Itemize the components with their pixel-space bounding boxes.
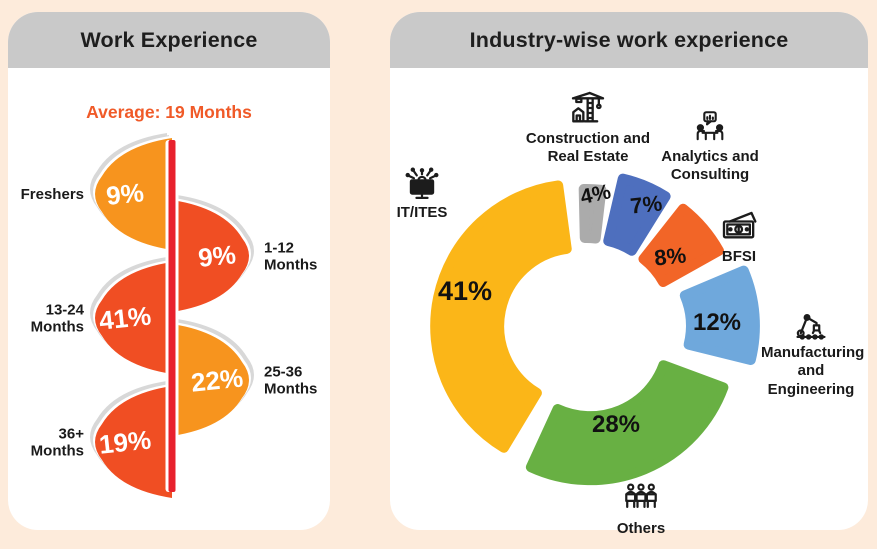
legend-construction-real-estate: Construction and Real Estate <box>513 88 663 167</box>
slice-construction-and-real-estate <box>578 184 607 244</box>
computer-icon <box>385 164 459 202</box>
slice-it-ites <box>430 180 572 453</box>
petal-13-24-months <box>95 262 172 374</box>
industry-title: Industry-wise work experience <box>469 27 789 52</box>
legend-label: Construction and Real Estate <box>525 130 651 166</box>
value-label-1-12-months: 9% <box>197 239 238 273</box>
legend-label: BFSI <box>721 248 757 265</box>
category-label-36-months: 36+ Months <box>31 426 85 460</box>
work-experience-chart: 9% Freshers 9% 1-12 Months 41% 13-24 Months 22% 2… <box>21 138 317 498</box>
slice-value-manufacturing-and-engineering: 12% <box>693 309 741 336</box>
value-label-freshers: 9% <box>105 177 146 211</box>
category-label-13-24-months: 13-24 Months <box>31 302 85 336</box>
work-experience-panel: Work Experience Average: 19 Months 9% Fre… <box>8 12 330 530</box>
industry-header: Industry-wise work experience <box>390 12 868 68</box>
petal-1-12-months <box>172 200 249 312</box>
value-label-36-months: 19% <box>98 424 153 459</box>
people-group-icon <box>591 480 691 518</box>
category-label-1-12-months: 1-12 Months <box>264 240 317 274</box>
meeting-icon <box>650 110 770 146</box>
industry-panel: Industry-wise work experience 4% 7% 8% 12% 2… <box>390 12 868 537</box>
slice-value-construction-and-real-estate: 4% <box>578 180 613 209</box>
petal-freshers <box>95 138 172 250</box>
legend-analytics-consulting: Analytics and Consulting <box>650 110 770 185</box>
petal-36-months <box>95 386 172 498</box>
legend-bfsi: BFSI <box>694 206 784 266</box>
legend-label: Manufacturing and Engineering <box>761 344 865 398</box>
work-experience-header: Work Experience <box>8 12 330 68</box>
slice-value-others: 28% <box>592 411 640 438</box>
legend-label: Others <box>616 520 666 537</box>
work-experience-title: Work Experience <box>80 27 258 52</box>
slice-bfsi <box>638 203 724 288</box>
category-label-freshers: Freshers <box>21 186 84 203</box>
legend-label: Analytics and Consulting <box>661 148 759 184</box>
slice-value-it-ites: 41% <box>438 276 492 306</box>
category-label-25-36-months: 25-36 Months <box>264 364 317 398</box>
value-label-13-24-months: 41% <box>98 300 153 335</box>
legend-it-ites: IT/ITES <box>385 164 459 222</box>
timeline-line <box>168 140 176 492</box>
robot-arm-icon <box>761 304 861 342</box>
industry-body: 4% 7% 8% 12% 28% 41% Construction and Real Es… <box>390 68 868 537</box>
average-label: Average: 19 Months <box>86 102 252 122</box>
petal-25-36-months <box>172 324 249 436</box>
slice-others <box>525 360 729 486</box>
slice-value-bfsi: 8% <box>653 242 687 270</box>
slice-value-analytics-and-consulting: 7% <box>629 190 663 218</box>
slice-analytics-and-consulting <box>603 173 671 256</box>
industry-donut-chart: 4% 7% 8% 12% 28% 41% <box>430 173 760 486</box>
banknotes-icon <box>694 206 784 246</box>
legend-others: Others <box>591 480 691 538</box>
work-experience-body: Average: 19 Months 9% Freshers 9% 1-12 Month… <box>8 68 330 530</box>
crane-icon <box>513 88 663 128</box>
slice-manufacturing-and-engineering <box>679 265 760 365</box>
legend-label: IT/ITES <box>396 204 448 221</box>
legend-manufacturing-engineering: Manufacturing and Engineering <box>761 304 865 399</box>
value-label-25-36-months: 22% <box>190 362 245 397</box>
